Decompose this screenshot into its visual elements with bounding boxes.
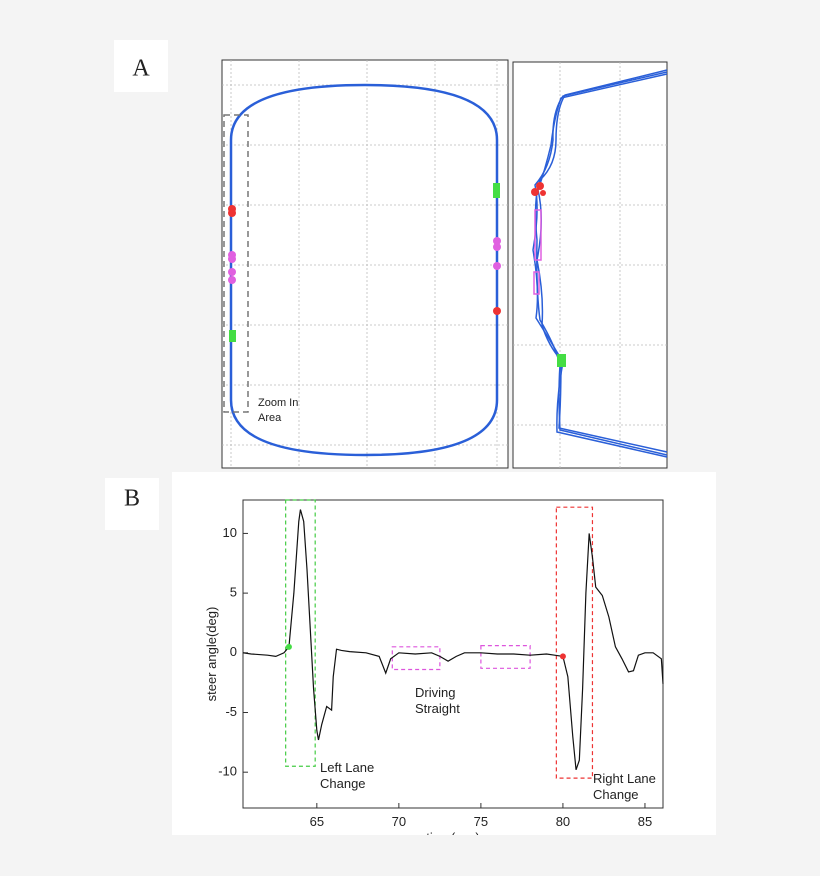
annotation-line: Change [320,776,366,791]
annotation-line: Left Lane [320,760,374,775]
y-tick-label: 10 [223,525,237,540]
line [242,509,664,770]
annotation-line: Right Lane [593,771,656,786]
annotation: Right Lane Change [593,771,656,802]
y-tick-label: -5 [225,704,237,719]
label-box [105,478,159,530]
plot-area [242,499,664,809]
annotation-line: Straight [415,701,460,716]
panel-label: B [124,486,140,512]
region-box [555,506,594,779]
line-chart: 10 5 0 -5 -10 65 70 75 80 85 time(sec) steer angle(… [204,499,664,845]
annotation-line: Area [258,412,282,424]
annotation-line: Zoom In [258,397,298,409]
x-tick-label: 80 [556,814,570,829]
annotation-line: Change [593,787,639,802]
x-tick-label: 85 [638,814,652,829]
y-tick-label: 5 [230,585,237,600]
track-plot: Zoom In Area [221,59,509,469]
annotation: Zoom In Area [258,397,298,424]
x-axis-label: time(sec) [426,830,479,845]
annotation-line: Driving [415,685,455,700]
x-tick-label: 75 [474,814,488,829]
x-tick-label: 65 [310,814,324,829]
annotation: Left Lane Change [320,760,374,791]
chart-panel [172,472,716,835]
y-tick-label: 0 [230,644,237,659]
y-axis-label: steer angle(deg) [204,607,219,702]
y-tick-label: -10 [218,764,237,779]
zoom-plot [512,61,668,469]
annotation: Driving Straight [415,685,460,716]
event-point [285,643,292,650]
x-tick-label: 70 [392,814,406,829]
panel-label: A [132,56,150,82]
region-box [480,645,531,669]
label-box [114,40,168,92]
event-point [559,653,566,660]
region-box [285,499,316,767]
